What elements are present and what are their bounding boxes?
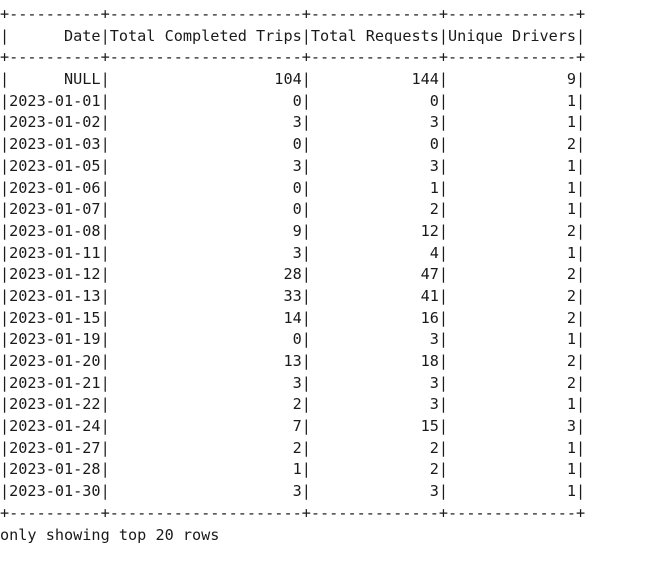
table-row: |2023-01-20| 13| 18| 2| — [0, 352, 586, 370]
table-row: |2023-01-08| 9| 12| 2| — [0, 221, 586, 240]
table-border-bottom: +----------+---------------------+------… — [0, 503, 586, 522]
table-border-header: +----------+---------------------+------… — [0, 48, 586, 67]
table-row: |2023-01-11| 3| 4| 1| — [0, 243, 586, 262]
table-row: |2023-01-13| 33| 41| 2| — [0, 286, 586, 305]
table-body: | NULL| 104| 144| 9| |2023-01-01| 0| 0| 1… — [0, 69, 585, 503]
table-row: | NULL| 104| 144| 9| — [0, 70, 586, 89]
table-row: |2023-01-06| 0| 1| 1| — [0, 178, 586, 197]
table-row: |2023-01-22| 2| 3| 1| — [0, 395, 586, 414]
table-border-top: +----------+---------------------+------… — [0, 5, 586, 23]
table-row: |2023-01-03| 0| 0| 2| — [0, 135, 586, 154]
table-row: |2023-01-30| 3| 3| 1| — [0, 482, 586, 501]
table-row: |2023-01-24| 7| 15| 3| — [0, 417, 586, 436]
table-row: |2023-01-19| 0| 3| 1| — [0, 330, 586, 349]
table-row: |2023-01-01| 0| 0| 1| — [0, 91, 586, 110]
table-row: |2023-01-02| 3| 3| 1| — [0, 113, 586, 132]
table-row: |2023-01-21| 3| 3| 2| — [0, 373, 586, 392]
table-header-row: | Date|Total Completed Trips|Total Reque… — [0, 26, 586, 45]
table-row: |2023-01-07| 0| 2| 1| — [0, 200, 586, 219]
table-row: |2023-01-27| 2| 2| 1| — [0, 438, 586, 457]
table-row: |2023-01-15| 14| 16| 2| — [0, 308, 586, 327]
console-output: +----------+---------------------+------… — [0, 4, 585, 546]
footer-note: only showing top 20 rows — [0, 525, 220, 544]
table-row: |2023-01-12| 28| 47| 2| — [0, 265, 586, 284]
table-row: |2023-01-05| 3| 3| 1| — [0, 156, 586, 175]
table-row: |2023-01-28| 1| 2| 1| — [0, 460, 586, 479]
